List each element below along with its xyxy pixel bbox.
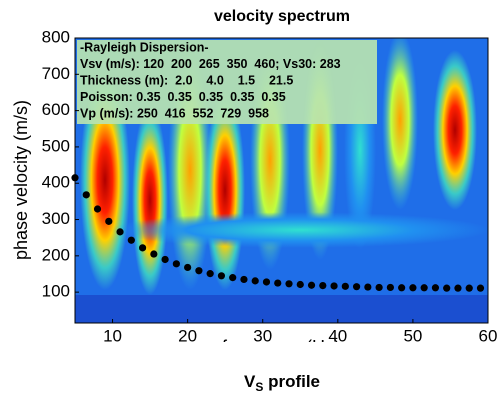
annotation-box xyxy=(77,40,377,124)
dispersion-point xyxy=(138,244,147,252)
x-tick-label: 50 xyxy=(403,326,422,345)
y-tick-label: 500 xyxy=(42,136,70,155)
dispersion-point xyxy=(105,217,113,225)
annotation-line: Poisson: 0.35 0.35 0.35 0.35 0.35 xyxy=(80,90,286,104)
annotation-line: Vp (m/s): 250 416 552 729 958 xyxy=(80,106,269,120)
dispersion-point xyxy=(398,284,406,292)
y-tick-label: 700 xyxy=(42,64,70,83)
dispersion-point xyxy=(296,280,304,289)
dispersion-point xyxy=(251,277,259,285)
y-tick-label: 100 xyxy=(42,282,70,301)
x-tick-label: 20 xyxy=(178,326,197,345)
dispersion-point xyxy=(431,284,440,292)
y-tick-label: 800 xyxy=(42,27,70,46)
dispersion-point xyxy=(195,267,203,275)
x-label-clip: frequency (Hz) xyxy=(222,337,340,357)
bottom-title: VS profile xyxy=(244,372,320,394)
y-tick-label: 200 xyxy=(42,245,70,264)
annotation-group: -Rayleigh Dispersion- Vsv (m/s): 120 200 … xyxy=(80,40,341,120)
bottom-title-rest: profile xyxy=(263,372,320,391)
dispersion-point xyxy=(454,284,462,292)
dispersion-point xyxy=(352,283,361,291)
dispersion-point xyxy=(476,284,485,292)
y-tick-label: 600 xyxy=(42,100,70,119)
annotation-line: Thickness (m): 2.0 4.0 1.5 21.5 xyxy=(80,73,293,87)
dispersion-point xyxy=(375,283,383,292)
dispersion-point xyxy=(341,282,349,290)
dispersion-point xyxy=(364,283,372,291)
dispersion-point xyxy=(420,284,428,292)
dispersion-point xyxy=(184,263,192,272)
x-tick-label: 40 xyxy=(328,326,347,345)
dispersion-point xyxy=(386,283,394,292)
dispersion-point xyxy=(172,260,180,268)
dispersion-point xyxy=(127,236,135,244)
bottom-title-main: V xyxy=(244,372,256,391)
dispersion-point xyxy=(150,250,158,258)
dispersion-point xyxy=(71,174,79,182)
dispersion-point xyxy=(93,205,102,213)
annotation-line: Vsv (m/s): 120 200 265 350 460; Vs30: 28… xyxy=(80,57,341,71)
y-tick-label: 400 xyxy=(42,173,70,192)
y-tick-label: 300 xyxy=(42,209,70,228)
dispersion-point xyxy=(330,282,338,290)
annotation-line: -Rayleigh Dispersion- xyxy=(80,40,209,54)
dispersion-point xyxy=(409,284,417,292)
x-tick-label: 30 xyxy=(253,326,272,345)
y-axis-label: phase velocity (m/s) xyxy=(11,100,31,260)
dispersion-point xyxy=(240,275,248,284)
dispersion-point xyxy=(82,191,90,199)
x-axis-label: frequency (Hz) xyxy=(222,337,340,357)
chart-title: velocity spectrum xyxy=(214,8,350,25)
dispersion-point xyxy=(262,278,271,286)
dispersion-point xyxy=(307,281,316,289)
dispersion-point xyxy=(206,270,214,278)
dispersion-point xyxy=(465,284,473,292)
dispersion-point xyxy=(229,274,237,282)
dispersion-point xyxy=(319,282,327,290)
dispersion-point xyxy=(217,272,226,280)
dispersion-point xyxy=(116,228,124,236)
dispersion-point xyxy=(161,255,169,264)
bottom-title-subscript: S xyxy=(255,380,263,394)
x-tick-label: 10 xyxy=(103,326,122,345)
dispersion-point xyxy=(285,280,293,288)
dispersion-point xyxy=(274,279,282,287)
dispersion-point xyxy=(443,284,451,292)
x-tick-label: 60 xyxy=(479,326,498,345)
